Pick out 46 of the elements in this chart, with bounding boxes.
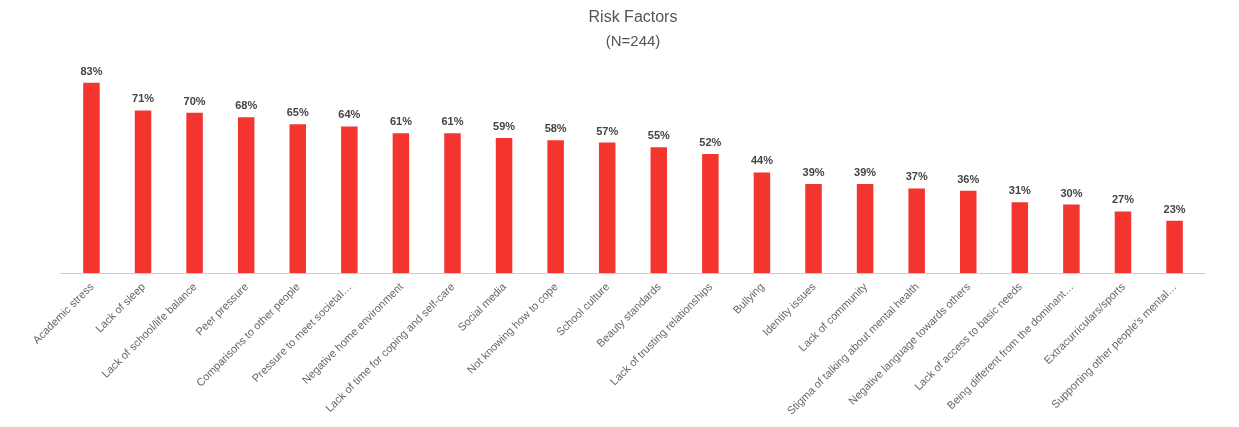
bar — [753, 172, 771, 274]
bar — [186, 112, 203, 274]
bar — [237, 117, 255, 274]
bar — [702, 154, 719, 274]
data-label: 58% — [544, 122, 567, 135]
data-label: 65% — [286, 106, 309, 119]
data-label: 27% — [1111, 193, 1135, 206]
bar — [1011, 202, 1029, 274]
bar — [960, 190, 977, 274]
bar — [598, 142, 616, 274]
data-label: 68% — [235, 99, 258, 112]
data-label: 64% — [338, 108, 361, 121]
bar — [547, 140, 564, 274]
chart-subtitle: (N=244) — [605, 31, 661, 49]
bar — [289, 124, 306, 274]
bar — [134, 110, 152, 274]
bar — [495, 137, 513, 274]
data-label: 23% — [1163, 202, 1186, 215]
data-label: 70% — [183, 94, 206, 107]
data-label: 59% — [493, 119, 516, 132]
data-label: 37% — [905, 170, 928, 183]
data-label: 31% — [1008, 184, 1032, 197]
bar — [341, 126, 358, 274]
bar — [1063, 204, 1080, 274]
data-label: 61% — [441, 115, 464, 128]
bar — [856, 183, 874, 274]
data-label: 55% — [647, 129, 671, 142]
data-label: 39% — [854, 165, 877, 178]
data-label: 39% — [802, 165, 825, 178]
bar — [444, 133, 461, 274]
data-label: 30% — [1060, 186, 1083, 199]
data-label: 71% — [132, 92, 155, 105]
data-label: 83% — [80, 64, 103, 77]
bar — [805, 183, 822, 274]
bar — [392, 133, 410, 274]
bar — [650, 147, 668, 274]
bar — [908, 188, 925, 274]
data-label: 57% — [596, 124, 619, 137]
chart-title: Risk Factors — [588, 7, 678, 25]
data-label: 52% — [699, 136, 722, 149]
data-label: 61% — [389, 115, 413, 128]
bar — [1166, 220, 1183, 274]
data-label: 44% — [750, 154, 774, 167]
bar — [83, 82, 100, 274]
bar — [1114, 211, 1132, 274]
data-label: 36% — [957, 172, 980, 185]
